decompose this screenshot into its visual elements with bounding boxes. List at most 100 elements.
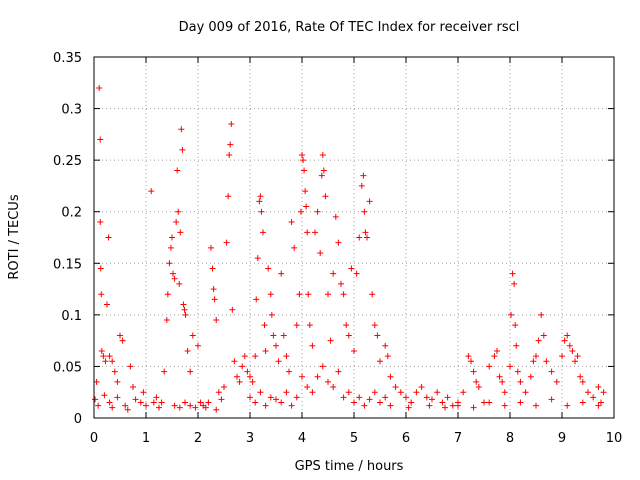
data-point — [540, 332, 547, 339]
data-point — [574, 353, 581, 360]
data-point — [262, 347, 269, 354]
data-point — [325, 291, 331, 298]
data-point — [319, 363, 326, 370]
data-point — [340, 291, 347, 298]
data-point — [361, 402, 368, 409]
data-point — [533, 402, 539, 409]
data-point — [455, 402, 461, 409]
data-point — [512, 322, 519, 329]
data-point — [579, 399, 586, 406]
data-point — [553, 378, 560, 385]
data-point — [117, 332, 123, 339]
data-point — [362, 229, 369, 236]
data-point — [305, 291, 312, 298]
data-point — [530, 358, 537, 365]
data-point — [561, 337, 568, 344]
data-point — [470, 404, 477, 411]
x-tick-label: 10 — [606, 431, 623, 446]
data-point — [387, 373, 394, 380]
data-point — [361, 208, 368, 215]
data-point — [566, 342, 573, 349]
y-tick-label: 0.35 — [53, 51, 82, 66]
data-point — [96, 84, 103, 91]
data-point — [130, 384, 136, 391]
data-point — [527, 373, 534, 380]
data-point — [304, 229, 311, 236]
data-point — [98, 347, 105, 354]
data-point — [278, 270, 285, 277]
x-tick-label: 6 — [402, 431, 410, 446]
data-point — [444, 394, 451, 401]
data-point — [296, 291, 303, 298]
data-point — [559, 353, 565, 360]
data-point — [318, 172, 325, 179]
x-tick-label: 5 — [350, 431, 358, 446]
data-point — [475, 384, 482, 391]
data-point — [288, 219, 295, 226]
data-point — [569, 347, 576, 354]
data-point — [247, 394, 253, 401]
data-point — [178, 126, 185, 133]
data-point — [470, 368, 477, 375]
data-point — [460, 389, 467, 396]
data-point — [132, 396, 139, 403]
data-point — [335, 368, 342, 375]
data-point — [600, 389, 607, 396]
data-point — [97, 265, 104, 272]
x-tick-label: 9 — [558, 431, 566, 446]
data-point — [156, 404, 162, 411]
data-point — [93, 378, 100, 385]
data-point — [382, 394, 389, 401]
data-point — [221, 384, 227, 391]
data-point — [486, 399, 493, 406]
data-point — [429, 396, 435, 403]
data-point — [371, 389, 378, 396]
data-point — [306, 322, 313, 329]
data-point — [590, 394, 597, 401]
x-tick-label: 7 — [454, 431, 462, 446]
data-point — [226, 151, 233, 158]
data-point — [533, 353, 539, 360]
data-point — [442, 404, 448, 411]
data-point — [114, 378, 121, 385]
data-point — [309, 342, 316, 349]
data-point — [228, 121, 235, 128]
x-tick-label: 4 — [298, 431, 306, 446]
data-point — [317, 249, 324, 256]
data-point — [197, 399, 204, 406]
data-point — [356, 394, 363, 401]
data-point — [330, 384, 337, 391]
data-point — [377, 399, 383, 406]
data-point — [171, 402, 178, 409]
data-point — [517, 399, 524, 406]
data-point — [309, 389, 316, 396]
data-point — [176, 280, 183, 287]
data-point — [501, 389, 508, 396]
data-point — [109, 358, 116, 365]
data-point — [265, 265, 272, 272]
data-point — [374, 332, 381, 339]
data-points — [92, 84, 607, 413]
data-point — [535, 337, 542, 344]
data-point — [244, 368, 251, 375]
data-point — [239, 363, 246, 370]
data-point — [345, 332, 352, 339]
data-point — [577, 373, 584, 380]
data-point — [254, 255, 261, 262]
data-point — [598, 399, 604, 406]
data-point — [92, 396, 99, 403]
data-point — [278, 399, 285, 406]
data-point — [106, 399, 113, 406]
data-point — [236, 378, 243, 385]
data-point — [170, 270, 177, 277]
data-point — [300, 157, 307, 164]
data-point — [275, 358, 282, 365]
data-point — [267, 291, 274, 298]
data-point — [177, 229, 184, 236]
x-tick-label: 1 — [142, 431, 150, 446]
data-point — [335, 239, 342, 246]
data-point — [293, 394, 300, 401]
data-point — [179, 146, 186, 153]
data-point — [229, 306, 236, 313]
data-point — [153, 394, 160, 401]
